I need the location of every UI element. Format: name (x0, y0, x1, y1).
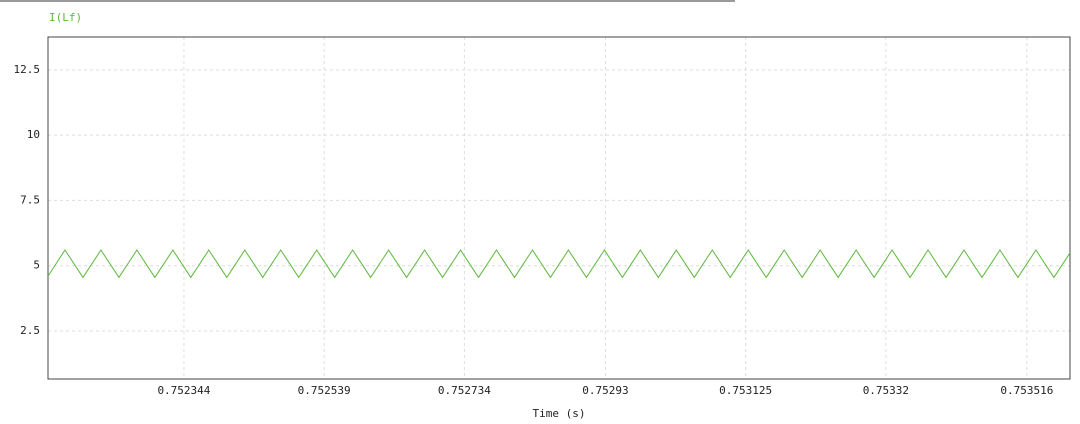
y-tick-label: 12.5 (14, 63, 41, 76)
y-tick-label: 7.5 (20, 193, 40, 206)
x-tick-label: 0.752539 (298, 384, 351, 397)
y-tick-label: 2.5 (20, 324, 40, 337)
y-tick-label: 10 (27, 128, 40, 141)
x-tick-label: 0.752344 (157, 384, 210, 397)
legend-entry: I(Lf) (49, 11, 82, 24)
x-tick-label: 0.75332 (863, 384, 909, 397)
x-tick-label: 0.753125 (719, 384, 772, 397)
x-tick-label: 0.75293 (582, 384, 628, 397)
y-tick-label: 5 (33, 259, 40, 272)
plot-frame (47, 36, 1071, 380)
series-line (47, 249, 1071, 279)
x-tick-label: 0.753516 (1000, 384, 1053, 397)
x-axis-label: Time (s) (533, 407, 586, 420)
x-tick-label: 0.752734 (438, 384, 491, 397)
